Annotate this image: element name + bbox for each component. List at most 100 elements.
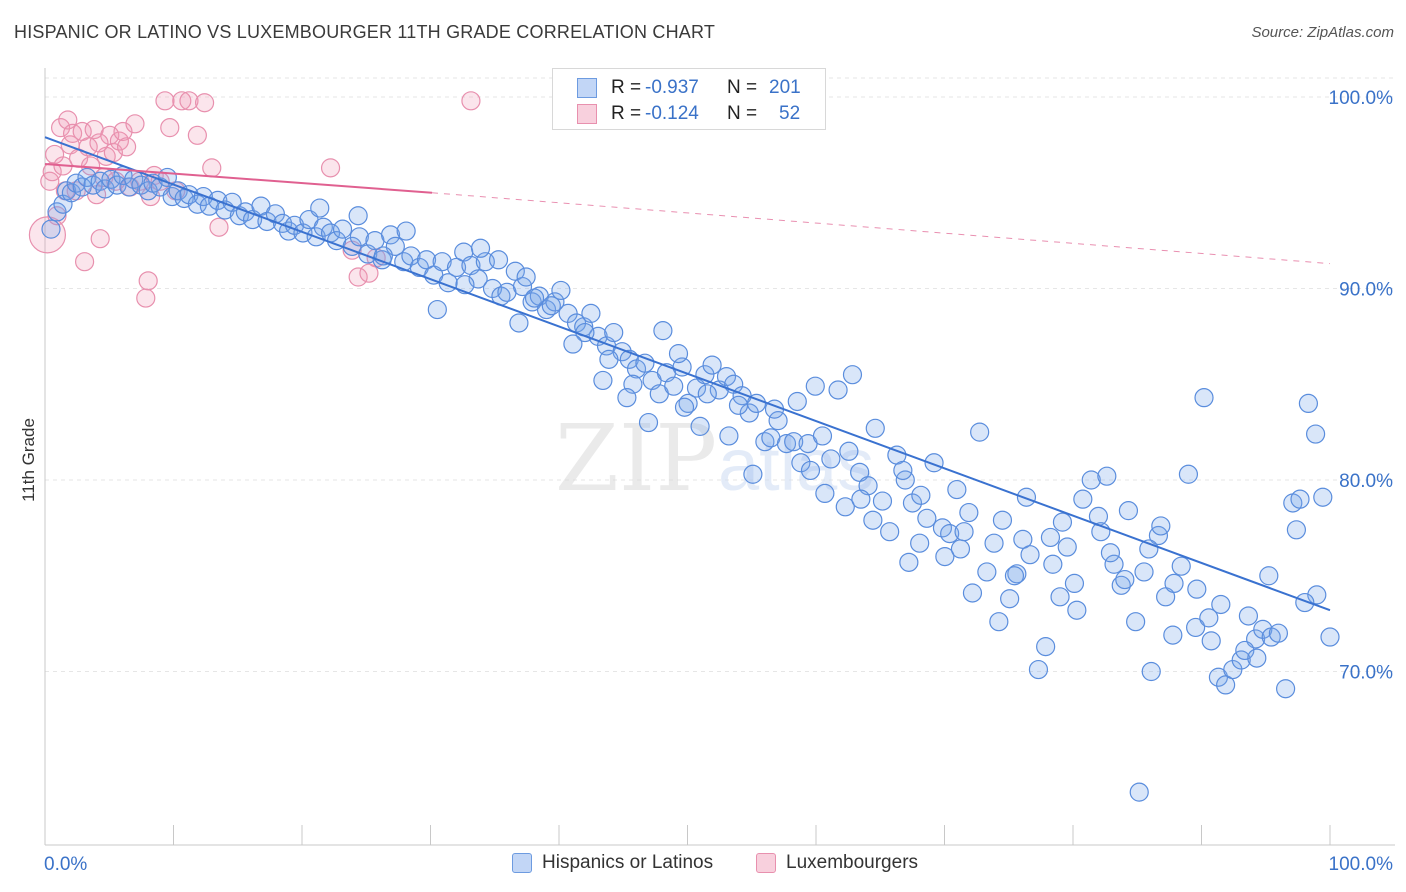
data-point-luxembourger [187,125,207,145]
data-point-luxembourger [461,91,481,111]
data-point-hispanic [41,219,61,239]
data-point-hispanic [1004,566,1025,586]
data-point-hispanic [768,411,788,431]
data-point-hispanic [1163,625,1183,645]
data-point-hispanic [187,194,207,214]
data-point-hispanic [1043,554,1063,574]
data-point-hispanic [865,418,885,438]
data-point-hispanic [1268,623,1289,643]
data-point-hispanic [95,179,115,199]
data-point-hispanic [1104,554,1124,574]
data-point-hispanic [509,313,529,333]
data-point-luxembourger [125,114,145,134]
legend-row-blue: R = -0.937 N = 201 [577,77,801,99]
data-point-luxembourger [320,158,341,178]
data-point-hispanic [1040,527,1061,548]
data-point-hispanic [984,533,1004,553]
data-point-hispanic [910,533,930,553]
data-point-hispanic [1111,575,1131,595]
data-point-hispanic [1313,487,1333,507]
y-tick-label: 70.0% [1339,663,1393,684]
data-point-hispanic [828,380,848,400]
bottom-legend-pink: Luxembourgers [756,852,918,874]
data-point-hispanic [668,344,689,364]
bottom-legend-swatch-pink [756,853,776,873]
data-point-hispanic [872,491,893,511]
x-tick-labels: 0.0% 100.0% [44,854,1393,875]
data-point-hispanic [1171,556,1191,576]
data-point-hispanic [162,186,182,207]
data-point-hispanic [1295,592,1315,613]
data-point-luxembourger [202,158,222,178]
data-point-hispanic [690,416,710,436]
data-point-luxembourger [155,91,175,111]
legend-n-label: N = [727,77,758,98]
trend-lines [44,136,1331,612]
data-point-hispanic [551,280,571,301]
data-point-luxembourger [194,93,215,113]
data-point-hispanic [1067,600,1087,620]
data-point-hispanic [1164,573,1184,594]
data-point-luxembourger [116,137,137,157]
data-point-luxembourger [113,121,133,142]
data-point-hispanic [697,384,717,404]
data-point-hispanic [787,391,807,412]
data-point-hispanic [1129,782,1149,802]
data-point-hispanic [1187,579,1207,599]
data-point-hispanic [664,376,684,396]
data-point-hispanic [396,221,416,241]
data-point-hispanic [989,612,1009,632]
data-point-hispanic [962,583,983,603]
data-point-hispanic [1097,466,1117,486]
legend-n-value: 201 [769,77,801,98]
data-point-hispanic [1020,545,1040,565]
data-point-luxembourger [209,217,229,237]
data-point-hispanic [1235,640,1255,661]
bottom-legend: Hispanics or Latinos Luxembourgers [0,852,1406,876]
data-point-hispanic [635,353,655,373]
data-point-hispanic [653,321,673,341]
y-tick-label: 80.0% [1339,471,1393,492]
data-point-hispanic [800,460,821,481]
data-point-hispanic [349,227,369,247]
data-point-luxembourger [138,271,158,291]
trend-line-luxembourger-extension [431,192,1331,265]
data-point-hispanic [924,453,944,473]
data-point-hispanic [1126,612,1146,632]
data-point-hispanic [1247,648,1267,668]
data-point-hispanic [851,489,871,509]
data-point-hispanic [1201,631,1221,651]
trend-line-luxembourger [44,163,433,194]
bottom-legend-blue: Hispanics or Latinos [512,852,713,874]
data-point-hispanic [272,213,293,233]
data-point-hispanic [1050,587,1070,607]
data-point-hispanic [935,546,955,567]
data-point-hispanic [107,175,127,195]
data-point-hispanic [604,322,624,343]
data-point-hispanic [911,485,931,505]
data-point-luxembourger [89,133,109,153]
data-point-hispanic [1151,516,1171,536]
legend-r-label: R = [611,103,642,124]
data-point-hispanic [954,522,974,542]
data-point-hispanic [380,225,401,245]
data-point-hispanic [1194,388,1214,408]
data-point-hispanic [1134,562,1154,582]
data-point-hispanic [1115,569,1135,590]
data-point-hispanic [1064,573,1085,594]
data-point-hispanic [1276,679,1296,699]
legend-swatch-blue [577,78,597,98]
data-point-hispanic [1016,487,1037,507]
data-point-hispanic [719,426,739,446]
legend-swatch-pink [577,104,597,124]
data-point-hispanic [880,522,900,542]
data-point-luxembourger [348,267,368,287]
data-point-hispanic [1238,606,1259,626]
data-point-hispanic [168,181,188,201]
data-point-hispanic [947,479,967,500]
data-point-hispanic [432,252,452,272]
axes [44,68,1395,846]
data-point-hispanic [821,449,841,469]
bottom-legend-label-blue: Hispanics or Latinos [542,852,714,873]
data-point-hispanic [1000,589,1020,609]
